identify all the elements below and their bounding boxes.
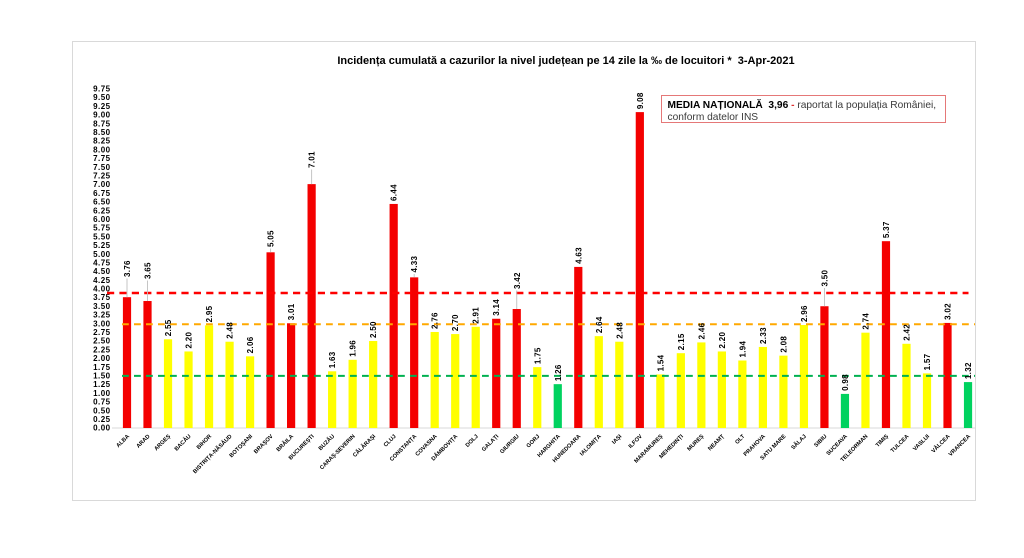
svg-text:2.91: 2.91 — [472, 307, 481, 324]
svg-text:3.01: 3.01 — [287, 303, 296, 320]
svg-text:4.00: 4.00 — [93, 285, 110, 294]
svg-text:4.25: 4.25 — [93, 276, 110, 285]
svg-text:9.00: 9.00 — [93, 111, 110, 120]
svg-text:6.25: 6.25 — [93, 206, 110, 215]
svg-text:Incidența cumulată a cazurilor: Incidența cumulată a cazurilor la nivel … — [337, 55, 794, 67]
svg-text:9.08: 9.08 — [636, 92, 645, 109]
svg-text:5.05: 5.05 — [267, 230, 276, 247]
svg-text:1.50: 1.50 — [93, 372, 110, 381]
svg-text:2.50: 2.50 — [369, 321, 378, 338]
svg-text:0.25: 0.25 — [93, 415, 110, 424]
svg-text:7.75: 7.75 — [93, 154, 110, 163]
svg-text:5.25: 5.25 — [93, 241, 110, 250]
svg-text:4.50: 4.50 — [93, 267, 110, 276]
svg-text:2.64: 2.64 — [595, 316, 604, 333]
svg-text:0.00: 0.00 — [93, 424, 110, 433]
svg-text:5.00: 5.00 — [93, 250, 110, 259]
svg-text:3.42: 3.42 — [513, 272, 522, 289]
svg-text:3.25: 3.25 — [93, 311, 110, 320]
svg-text:2.25: 2.25 — [93, 345, 110, 354]
svg-text:MEDIA NAȚIONALĂ 3,96 - raport: MEDIA NAȚIONALĂ 3,96 - raportat la popul… — [668, 98, 937, 111]
svg-text:5.50: 5.50 — [93, 232, 110, 241]
svg-text:0.75: 0.75 — [93, 398, 110, 407]
svg-text:1.00: 1.00 — [93, 389, 110, 398]
svg-text:2.15: 2.15 — [677, 333, 686, 350]
svg-text:0.50: 0.50 — [93, 406, 110, 415]
svg-text:1.26: 1.26 — [554, 364, 563, 381]
svg-text:9.75: 9.75 — [93, 85, 110, 94]
svg-text:1.25: 1.25 — [93, 380, 110, 389]
svg-text:3.50: 3.50 — [820, 269, 829, 286]
svg-text:3.00: 3.00 — [93, 319, 110, 328]
svg-text:7.25: 7.25 — [93, 172, 110, 181]
svg-text:2.50: 2.50 — [93, 337, 110, 346]
svg-text:8.50: 8.50 — [93, 128, 110, 137]
svg-text:2.70: 2.70 — [451, 314, 460, 331]
svg-text:2.96: 2.96 — [800, 305, 809, 322]
svg-text:3.14: 3.14 — [492, 299, 501, 316]
svg-text:2.48: 2.48 — [226, 322, 235, 339]
svg-text:1.32: 1.32 — [964, 362, 973, 379]
svg-text:8.00: 8.00 — [93, 145, 110, 154]
svg-text:9.25: 9.25 — [93, 102, 110, 111]
svg-text:1.54: 1.54 — [656, 354, 665, 371]
svg-text:2.76: 2.76 — [431, 312, 440, 329]
svg-text:5.75: 5.75 — [93, 224, 110, 233]
svg-text:1.96: 1.96 — [349, 340, 358, 357]
svg-text:5.37: 5.37 — [882, 221, 891, 238]
svg-text:1.63: 1.63 — [328, 351, 337, 368]
svg-text:2.42: 2.42 — [902, 324, 911, 341]
svg-text:4.63: 4.63 — [574, 247, 583, 264]
svg-text:3.76: 3.76 — [123, 260, 132, 277]
svg-text:6.50: 6.50 — [93, 198, 110, 207]
svg-text:6.44: 6.44 — [390, 184, 399, 201]
svg-text:6.75: 6.75 — [93, 189, 110, 198]
svg-text:7.50: 7.50 — [93, 163, 110, 172]
svg-text:2.06: 2.06 — [246, 336, 255, 353]
svg-text:4.33: 4.33 — [410, 255, 419, 272]
svg-text:2.20: 2.20 — [185, 331, 194, 348]
svg-text:1.75: 1.75 — [93, 363, 110, 372]
svg-text:2.74: 2.74 — [861, 313, 870, 330]
svg-text:2.95: 2.95 — [205, 305, 214, 322]
svg-text:2.55: 2.55 — [164, 319, 173, 336]
svg-text:2.46: 2.46 — [697, 322, 706, 339]
svg-text:8.75: 8.75 — [93, 119, 110, 128]
svg-text:6.00: 6.00 — [93, 215, 110, 224]
svg-text:1.94: 1.94 — [738, 340, 747, 357]
svg-text:2.00: 2.00 — [93, 354, 110, 363]
svg-text:2.33: 2.33 — [759, 327, 768, 344]
svg-text:1.57: 1.57 — [923, 353, 932, 370]
svg-text:9.50: 9.50 — [93, 93, 110, 102]
svg-text:0.98: 0.98 — [841, 374, 850, 391]
svg-text:2.20: 2.20 — [718, 331, 727, 348]
svg-text:2.08: 2.08 — [779, 336, 788, 353]
svg-text:3.65: 3.65 — [144, 262, 153, 279]
svg-text:3.75: 3.75 — [93, 293, 110, 302]
svg-text:2.75: 2.75 — [93, 328, 110, 337]
svg-text:2.48: 2.48 — [615, 322, 624, 339]
svg-text:3.02: 3.02 — [944, 303, 953, 320]
svg-text:8.25: 8.25 — [93, 137, 110, 146]
svg-text:7.01: 7.01 — [308, 151, 317, 168]
svg-text:7.00: 7.00 — [93, 180, 110, 189]
svg-text:conform datelor INS: conform datelor INS — [668, 112, 759, 123]
svg-text:4.75: 4.75 — [93, 258, 110, 267]
svg-text:1.75: 1.75 — [533, 347, 542, 364]
svg-text:3.50: 3.50 — [93, 302, 110, 311]
